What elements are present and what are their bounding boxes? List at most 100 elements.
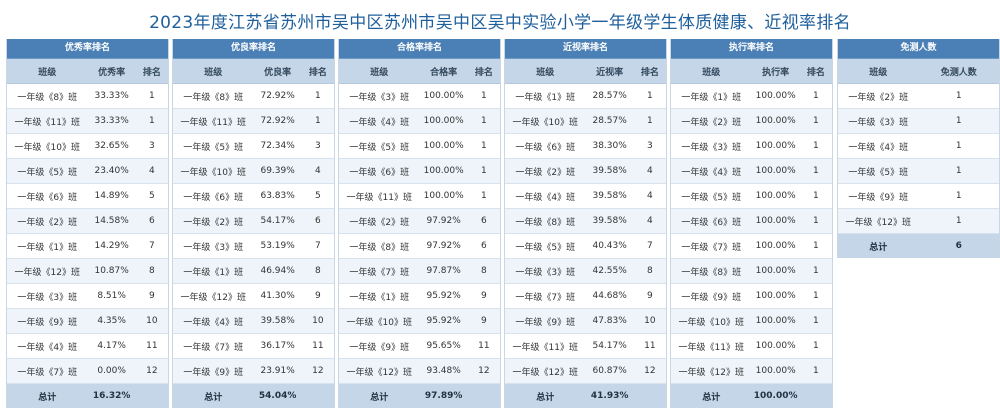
- rate-cell: 39.58%: [260, 316, 295, 326]
- myopia-ranking-panel: 近视率排名 班级 近视率 排名 一年级《1》班 28.57% 1 一年级《10》班 28.57%…: [504, 39, 667, 408]
- rate-cell: 100.00%: [755, 241, 796, 251]
- table-row: 一年级《4》班 1: [838, 134, 999, 159]
- rank-cell: 1: [481, 116, 487, 126]
- rate-cell: 100.00%: [755, 91, 796, 101]
- class-cell: 一年级《7》班: [681, 242, 742, 253]
- class-cell: 一年级《9》班: [848, 192, 909, 203]
- table-row: 一年级《11》班 100.00% 1: [339, 184, 500, 209]
- rank-cell: 1: [813, 191, 819, 201]
- rate-cell: 39.58%: [592, 216, 627, 226]
- rate-cell: 14.58%: [94, 216, 129, 226]
- total-empty: [634, 384, 666, 408]
- class-cell: 一年级《11》班: [678, 342, 744, 353]
- class-cell: 一年级《5》班: [17, 167, 78, 178]
- class-cell: 一年级《8》班: [681, 267, 742, 278]
- class-cell: 一年级《1》班: [681, 92, 742, 103]
- class-cell: 一年级《5》班: [681, 192, 742, 203]
- class-cell: 一年级《2》班: [349, 217, 410, 228]
- class-cell: 一年级《4》班: [183, 317, 244, 328]
- table-row: 一年级《7》班 100.00% 1: [671, 234, 832, 259]
- rate-cell: 63.83%: [260, 191, 295, 201]
- rank-cell: 1: [481, 91, 487, 101]
- class-cell: 一年级《1》班: [183, 267, 244, 278]
- table-row: 一年级《11》班 72.92% 1: [173, 109, 334, 134]
- class-cell: 一年级《11》班: [512, 342, 578, 353]
- table-row: 一年级《9》班 1: [838, 184, 999, 209]
- table-row: 一年级《1》班 28.57% 1: [505, 84, 666, 109]
- class-cell: 一年级《5》班: [183, 142, 244, 153]
- class-cell: 一年级《3》班: [183, 242, 244, 253]
- column-header-row: 班级 执行率 排名: [671, 59, 832, 84]
- table-row: 一年级《5》班 1: [838, 159, 999, 184]
- column-header-class: 班级: [370, 67, 389, 78]
- total-label: 总计: [38, 392, 57, 403]
- rank-cell: 9: [149, 291, 155, 301]
- rate-cell: 10.87%: [94, 266, 129, 276]
- pass-ranking-panel: 合格率排名 班级 合格率 排名 一年级《3》班 100.00% 1 一年级《4》班 100.00…: [338, 39, 501, 408]
- rate-cell: 28.57%: [592, 91, 627, 101]
- class-cell: 一年级《12》班: [845, 217, 911, 228]
- rank-cell: 9: [647, 291, 653, 301]
- rate-cell: 53.19%: [260, 241, 295, 251]
- rank-cell: 4: [647, 191, 653, 201]
- total-row: 总计 54.04%: [173, 384, 334, 408]
- total-label: 总计: [536, 392, 555, 403]
- rate-cell: 41.30%: [260, 291, 295, 301]
- table-row: 一年级《3》班 100.00% 1: [671, 134, 832, 159]
- total-empty: [468, 384, 500, 408]
- class-cell: 一年级《8》班: [515, 217, 576, 228]
- table-row: 一年级《7》班 0.00% 12: [7, 359, 168, 384]
- rank-cell: 5: [315, 191, 321, 201]
- rate-cell: 100.00%: [423, 166, 464, 176]
- total-value: 100.00%: [753, 391, 798, 401]
- rank-cell: 7: [149, 241, 155, 251]
- class-cell: 一年级《2》班: [515, 167, 576, 178]
- rank-cell: 6: [481, 241, 487, 251]
- panel-heading: 优良率排名: [173, 39, 334, 59]
- rank-cell: 10: [312, 316, 324, 326]
- page-title: 2023年度江苏省苏州市吴中区苏州市吴中区吴中实验小学一年级学生体质健康、近视率…: [149, 13, 851, 33]
- execution-ranking-panel: 执行率排名 班级 执行率 排名 一年级《1》班 100.00% 1 一年级《2》班 100.00…: [670, 39, 833, 408]
- class-cell: 一年级《6》班: [183, 192, 244, 203]
- rate-cell: 46.94%: [260, 266, 295, 276]
- column-header-rank: 排名: [640, 67, 659, 78]
- class-cell: 一年级《7》班: [183, 342, 244, 353]
- table-row: 一年级《2》班 14.58% 6: [7, 209, 168, 234]
- class-cell: 一年级《8》班: [17, 92, 78, 103]
- class-cell: 一年级《6》班: [349, 167, 410, 178]
- rate-cell: 100.00%: [755, 166, 796, 176]
- rate-cell: 14.89%: [94, 191, 129, 201]
- rank-cell: 10: [644, 316, 656, 326]
- table-row: 一年级《1》班 14.29% 7: [7, 234, 168, 259]
- table-row: 一年级《9》班 4.35% 10: [7, 309, 168, 334]
- rate-cell: 33.33%: [94, 116, 129, 126]
- total-label: 总计: [869, 242, 888, 253]
- rank-cell: 4: [647, 166, 653, 176]
- rank-cell: 4: [149, 166, 155, 176]
- column-header-rate: 优秀率: [98, 67, 126, 78]
- table-row: 一年级《10》班 28.57% 1: [505, 109, 666, 134]
- rate-cell: 100.00%: [423, 191, 464, 201]
- rank-cell: 1: [813, 116, 819, 126]
- count-cell: 1: [955, 166, 962, 176]
- column-header-rate: 优良率: [264, 67, 292, 78]
- rate-cell: 28.57%: [592, 116, 627, 126]
- table-row: 一年级《8》班 97.92% 6: [339, 234, 500, 259]
- rank-cell: 8: [149, 266, 155, 276]
- rank-cell: 1: [481, 141, 487, 151]
- total-label: 总计: [370, 392, 389, 403]
- rate-cell: 100.00%: [423, 91, 464, 101]
- rate-cell: 38.30%: [592, 141, 627, 151]
- rank-cell: 1: [149, 116, 155, 126]
- rate-cell: 42.55%: [592, 266, 627, 276]
- class-cell: 一年级《5》班: [848, 167, 909, 178]
- class-cell: 一年级《4》班: [848, 142, 909, 153]
- table-row: 一年级《2》班 97.92% 6: [339, 209, 500, 234]
- class-cell: 一年级《5》班: [349, 142, 410, 153]
- column-header-class: 班级: [204, 67, 223, 78]
- table-row: 一年级《8》班 72.92% 1: [173, 84, 334, 109]
- rate-cell: 23.40%: [94, 166, 129, 176]
- total-value: 97.89%: [424, 391, 463, 401]
- table-row: 一年级《9》班 95.65% 11: [339, 334, 500, 359]
- rate-cell: 100.00%: [755, 191, 796, 201]
